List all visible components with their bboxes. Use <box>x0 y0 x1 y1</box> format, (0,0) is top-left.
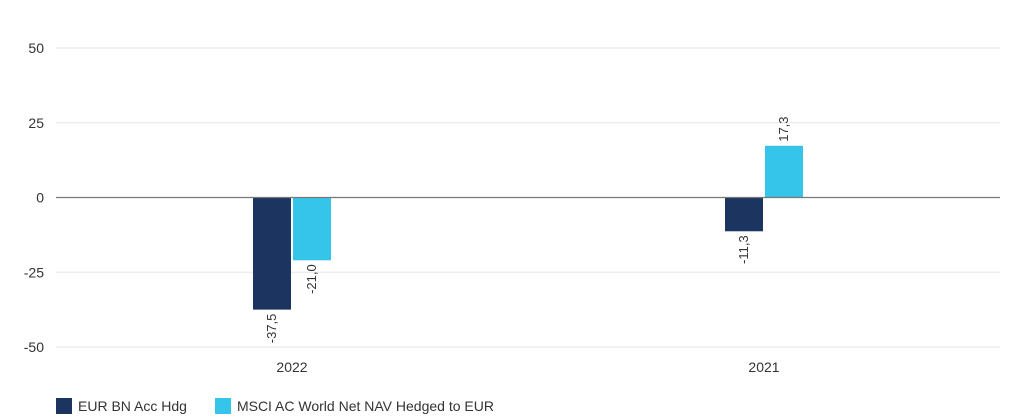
legend-item-series-1: EUR BN Acc Hdg <box>56 398 187 414</box>
y-tick-label: 0 <box>36 190 44 206</box>
y-tick-label: 50 <box>28 40 44 56</box>
legend-swatch-series-1 <box>56 398 72 414</box>
legend-label-series-1: EUR BN Acc Hdg <box>78 398 187 414</box>
bar <box>253 197 291 310</box>
data-label: -37,5 <box>264 314 279 344</box>
data-label: -11,3 <box>736 235 751 264</box>
bars <box>253 145 803 310</box>
data-label: 17,3 <box>776 116 791 141</box>
x-tick-label: 2021 <box>748 359 779 375</box>
y-tick-label: 25 <box>28 115 44 131</box>
x-tick-label: 2022 <box>276 359 307 375</box>
bar <box>725 197 763 232</box>
gridlines <box>56 47 1000 348</box>
y-tick-label: -25 <box>24 264 44 280</box>
data-labels: -37,5 -21,0 -11,3 17,3 <box>264 116 791 343</box>
legend-swatch-series-2 <box>214 398 231 414</box>
y-tick-label: -50 <box>24 339 44 355</box>
bar <box>293 197 331 261</box>
legend: EUR BN Acc Hdg MSCI AC World Net NAV Hed… <box>56 398 494 414</box>
bar-chart: 50 25 0 -25 -50 2022 2021 -37,5 -21,0 -11,3 17,3 <box>24 40 1000 375</box>
bar <box>765 145 803 198</box>
legend-item-series-2: MSCI AC World Net NAV Hedged to EUR <box>214 398 494 414</box>
data-label: -21,0 <box>304 264 319 294</box>
x-axis-tick-labels: 2022 2021 <box>276 359 779 375</box>
y-axis-tick-labels: 50 25 0 -25 -50 <box>24 40 44 355</box>
legend-label-series-2: MSCI AC World Net NAV Hedged to EUR <box>236 398 494 414</box>
